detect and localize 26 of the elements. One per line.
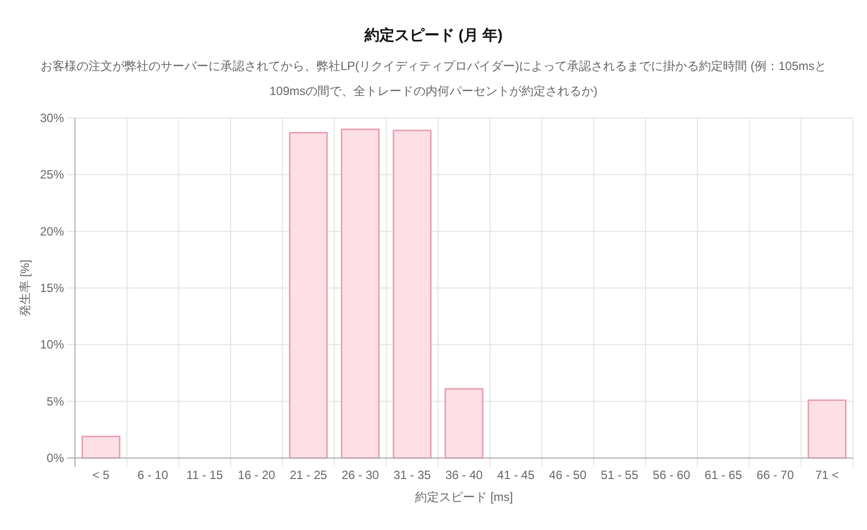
- x-tick: < 5: [92, 468, 110, 482]
- y-tick: 25%: [40, 168, 64, 182]
- y-tick: 5%: [46, 394, 64, 408]
- x-tick: 6 - 10: [137, 468, 168, 482]
- x-tick: 26 - 30: [342, 468, 379, 482]
- x-tick: 71 <: [815, 468, 839, 482]
- y-tick: 15%: [40, 281, 64, 295]
- x-tick: 11 - 15: [186, 468, 223, 482]
- x-tick: 46 - 50: [549, 468, 586, 482]
- x-tick: 16 - 20: [238, 468, 276, 482]
- y-label: 発生率 [%]: [18, 260, 32, 316]
- y-tick: 0%: [46, 451, 64, 465]
- x-label: 約定スピード [ms]: [415, 490, 513, 504]
- subtitle: お客様の注文が弊社のサーバーに承認されてから、弊社LP(リクイディティプロバイダー)によって承認されるまでに掛かる約定時間 (例：105msと109msの間で、全トレードの内何パーセントが約定されるか): [40, 59, 827, 98]
- x-tick: 66 - 70: [756, 468, 794, 482]
- x-tick: 21 - 25: [290, 468, 328, 482]
- y-tick: 20%: [40, 224, 64, 238]
- x-tick: 36 - 40: [445, 468, 483, 482]
- x-tick: 31 - 35: [393, 468, 431, 482]
- x-tick: 61 - 65: [704, 468, 742, 482]
- x-tick: 41 - 45: [497, 468, 535, 482]
- y-tick: 30%: [40, 111, 64, 125]
- y-tick: 10%: [40, 338, 64, 352]
- x-tick: 56 - 60: [652, 468, 690, 482]
- x-tick: 51 - 55: [600, 468, 638, 482]
- title: 約定スピード (月 年): [364, 27, 503, 44]
